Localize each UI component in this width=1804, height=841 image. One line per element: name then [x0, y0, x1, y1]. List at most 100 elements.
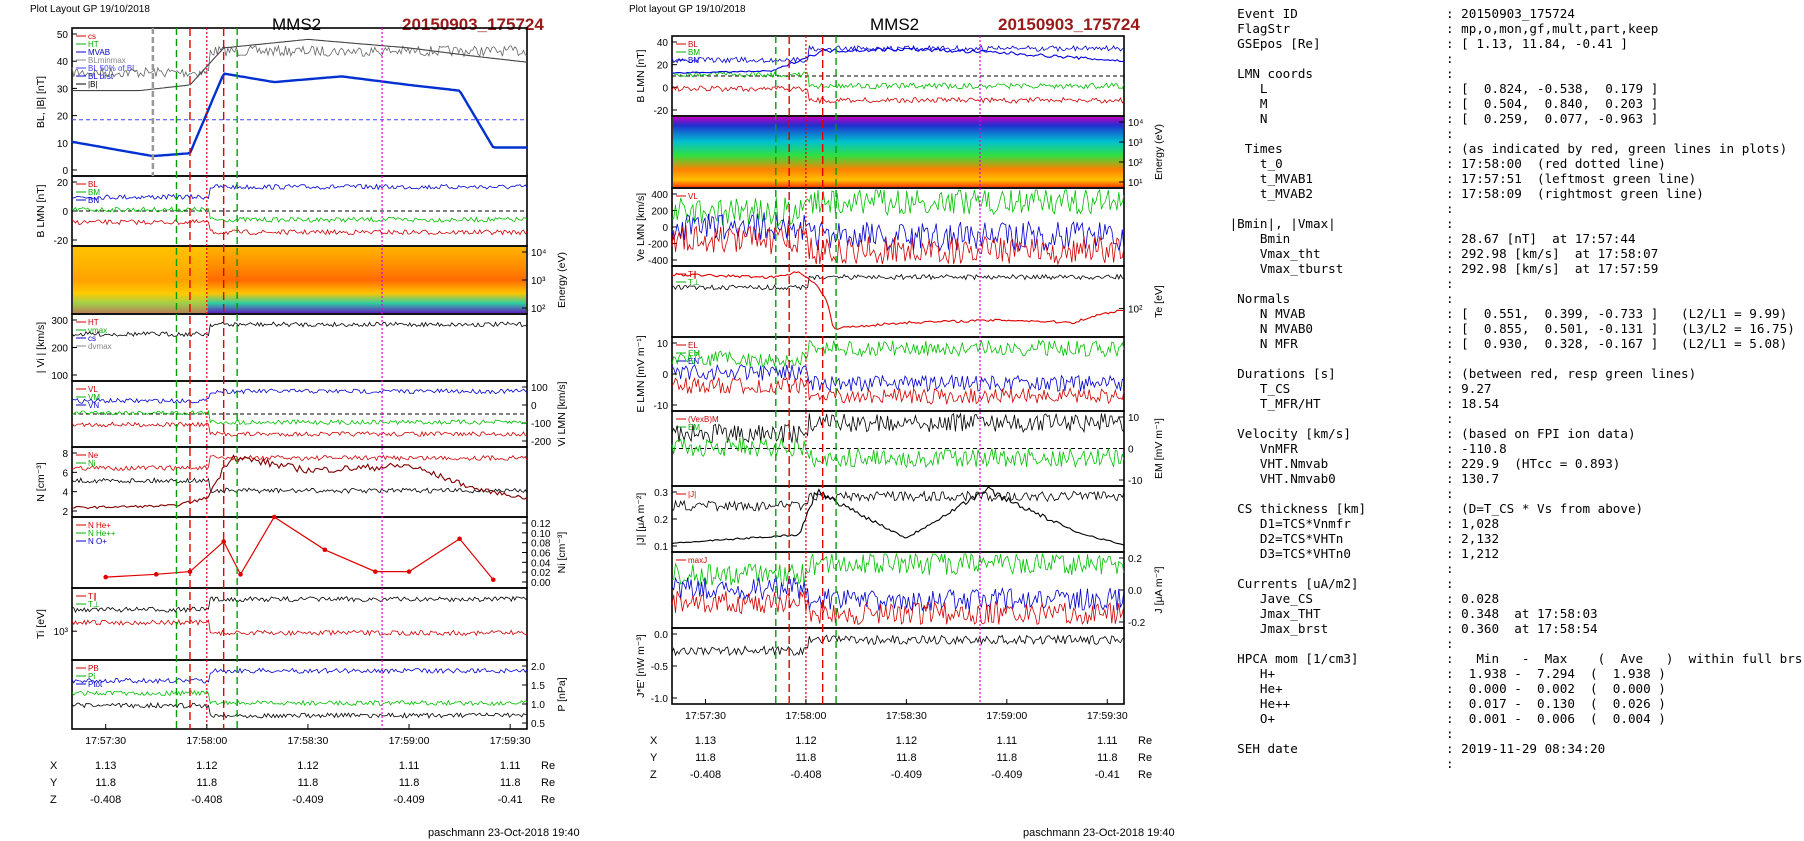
series-line [72, 38, 528, 92]
trace [71, 183, 528, 201]
legend-entry: N He+ [88, 521, 111, 530]
y-tick-label: 0.1 [654, 542, 668, 553]
y-axis-label-right: J [μA m⁻²] [1153, 566, 1165, 613]
trace [71, 388, 528, 404]
panel-hpca: 0.120.100.080.060.040.020.00 Ni [cm⁻³] N H… [71, 514, 568, 589]
info-row: : [1222, 561, 1802, 576]
info-row: L: [ 0.824, -0.538, 0.179 ] [1222, 81, 1802, 96]
y-tick-label: -200 [648, 240, 668, 251]
trace [671, 437, 1125, 469]
position-value: -0.408 [191, 794, 222, 806]
legend-entry: (VexB)M [688, 415, 719, 424]
info-key: LMN coords [1222, 66, 1313, 81]
series-line [105, 516, 494, 581]
info-value: : [1446, 756, 1454, 771]
position-label: Z [50, 794, 57, 806]
info-key: D1=TCS*Vnmfr [1222, 516, 1351, 531]
trace [671, 412, 1125, 444]
info-key: Vmax_tht [1222, 246, 1321, 261]
event-info-list: Event ID: 20150903_175724 FlagStr: mp,o,… [1222, 6, 1802, 771]
info-key: D3=TCS*VHTn0 [1222, 546, 1351, 561]
position-label: Y [50, 777, 58, 789]
x-tick-label: 17:57:30 [685, 710, 726, 722]
position-label: Z [650, 769, 657, 781]
info-value: : [1446, 636, 1454, 651]
position-label: X [650, 735, 658, 747]
y-axis-label: Ti [eV] [35, 609, 47, 639]
x-tick-label: 17:58:30 [287, 735, 328, 747]
info-value: : [1446, 576, 1454, 591]
panel-frame [71, 516, 528, 589]
y-tick-label: 40 [57, 57, 69, 68]
info-value: : [1446, 216, 1454, 231]
y-tick-label: 100 [531, 383, 548, 394]
info-row: O+: 0.001 - 0.006 ( 0.004 ) [1222, 711, 1802, 726]
info-row: SEH date: 2019-11-29 08:34:20 [1222, 741, 1802, 756]
info-row: Vmax_tht: 292.98 [km/s] at 17:58:07 [1222, 246, 1802, 261]
y-tick-label: 50 [57, 30, 69, 41]
info-key: FlagStr [1222, 21, 1291, 36]
position-value: 11.8 [197, 777, 218, 789]
y-tick-label: 10 [1128, 413, 1140, 424]
info-row: Event ID: 20150903_175724 [1222, 6, 1802, 21]
info-row: VHT.Nmvab: 229.9 (HTcc = 0.893) [1222, 456, 1802, 471]
x-tick-label: 17:57:30 [85, 735, 126, 747]
y-axis-label-right: Te [eV] [1153, 285, 1165, 318]
info-row: t_MVAB1: 17:57:51 (leftmost green line) [1222, 171, 1802, 186]
position-value: 11.8 [796, 752, 817, 764]
info-value: : [1446, 126, 1454, 141]
info-key: O+ [1222, 711, 1276, 726]
info-value: : 0.348 at 17:58:03 [1446, 606, 1598, 621]
info-value: : 292.98 [km/s] at 17:57:59 [1446, 261, 1659, 276]
y-axis-label-right: Ni [cm⁻³] [556, 532, 568, 574]
y-tick-label: 0 [531, 401, 537, 412]
info-key: Durations [s] [1222, 366, 1336, 381]
info-key: M [1222, 96, 1268, 111]
info-row: N MVAB0: [ 0.855, 0.501, -0.131 ] (L3/L2… [1222, 321, 1802, 336]
y-tick-label: 0.0 [1128, 586, 1142, 597]
trace [71, 44, 528, 79]
legend-entry: |J| [688, 490, 696, 499]
info-key: t_MVAB2 [1222, 186, 1313, 201]
legend-entry: vmax [88, 326, 107, 335]
info-key: Normals [1222, 291, 1291, 306]
y-tick-label: -10 [1128, 476, 1143, 487]
trace [71, 702, 528, 719]
position-unit: Re [541, 777, 555, 789]
position-value: 11.8 [997, 752, 1018, 764]
footer: paschmann 23-Oct-2018 19:40 [1023, 827, 1175, 839]
trace [72, 409, 528, 426]
probe-title: MMS2 [870, 15, 919, 34]
y-tick-label: 400 [651, 190, 668, 201]
info-key: Currents [uA/m2] [1222, 576, 1359, 591]
info-value: : [ 0.551, 0.399, -0.733 ] (L2/L1 = 9.99… [1446, 306, 1788, 321]
position-label: Y [650, 752, 658, 764]
legend-entry: N O+ [88, 537, 107, 546]
info-value: : 0.360 at 17:58:54 [1446, 621, 1598, 636]
position-value: 11.8 [95, 777, 116, 789]
trace [71, 619, 528, 637]
info-row: FlagStr: mp,o,mon,gf,mult,part,keep [1222, 21, 1802, 36]
y-tick-label: 0.00 [531, 578, 551, 589]
y-tick-label: 200 [51, 344, 68, 355]
series-line [671, 47, 1125, 74]
info-value: : [ 0.504, 0.840, 0.203 ] [1446, 96, 1659, 111]
info-value: : [1446, 201, 1454, 216]
event-title: 20150903_175724 [402, 15, 544, 34]
info-value: : 17:58:09 (rightmost green line) [1446, 186, 1704, 201]
info-row: : [1222, 411, 1802, 426]
trace [71, 206, 528, 223]
info-value: : 1,212 [1446, 546, 1500, 561]
info-row: t_MVAB2 : 17:58:09 (rightmost green line) [1222, 186, 1802, 201]
info-key: HPCA mom [1/cm3] [1222, 651, 1359, 666]
info-row: Velocity [km/s]: (based on FPI ion data) [1222, 426, 1802, 441]
info-row: t_0: 17:58:00 (red dotted line) [1222, 156, 1802, 171]
position-value: -0.41 [1095, 769, 1120, 781]
spectrogram [673, 117, 1123, 187]
info-value: : [1446, 486, 1454, 501]
x-tick-label: 17:59:30 [1087, 710, 1128, 722]
